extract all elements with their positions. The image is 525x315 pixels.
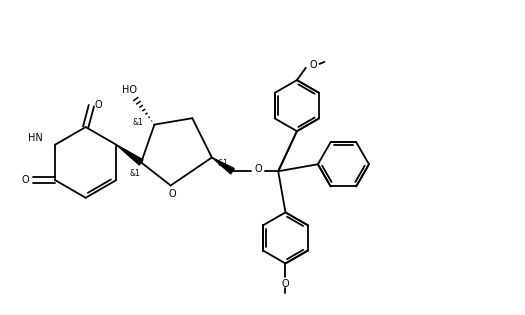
Polygon shape (212, 158, 234, 174)
Text: &1: &1 (133, 117, 144, 127)
Text: &1: &1 (130, 169, 140, 178)
Text: HN: HN (27, 133, 43, 143)
Text: O: O (169, 189, 176, 199)
Text: O: O (22, 175, 29, 185)
Text: HO: HO (122, 85, 137, 95)
Text: O: O (255, 164, 262, 174)
Text: O: O (309, 60, 317, 70)
Polygon shape (117, 145, 143, 165)
Text: O: O (94, 100, 102, 110)
Text: O: O (281, 278, 289, 289)
Text: &1: &1 (217, 159, 228, 168)
